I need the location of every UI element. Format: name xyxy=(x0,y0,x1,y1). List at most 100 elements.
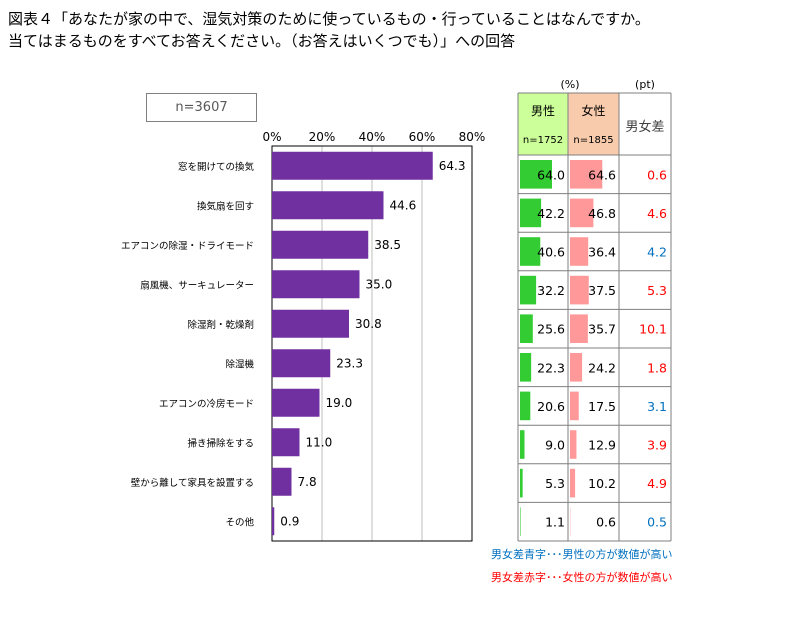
x-tick-label: 0% xyxy=(262,130,281,144)
female-bar xyxy=(570,314,588,343)
bar xyxy=(272,191,384,220)
female-value: 24.2 xyxy=(588,360,616,375)
diff-value: 0.5 xyxy=(647,515,667,530)
male-value: 25.6 xyxy=(537,322,565,337)
male-bar xyxy=(520,237,541,266)
diff-value: 4.9 xyxy=(647,476,667,491)
female-value: 17.5 xyxy=(588,399,616,414)
female-value: 46.8 xyxy=(588,206,616,221)
male-value: 9.0 xyxy=(545,438,565,453)
female-bar xyxy=(570,160,603,189)
female-bar xyxy=(570,275,589,305)
male-header: 男性 xyxy=(531,104,555,118)
female-header-bg xyxy=(568,93,619,155)
bar-value-label: 64.3 xyxy=(439,159,466,173)
male-bar xyxy=(520,314,533,343)
bar xyxy=(272,467,292,496)
male-bar xyxy=(520,353,532,382)
sample-size-box: n=3607 xyxy=(146,93,257,122)
category-label: 扇風機、サーキュレーター xyxy=(140,279,254,291)
male-value: 20.6 xyxy=(537,399,565,414)
legend-note-red: 男女差赤字･･･女性の方が数値が高い xyxy=(491,571,673,584)
female-bar xyxy=(570,468,576,498)
female-n: n=1855 xyxy=(573,135,613,146)
female-bar xyxy=(570,430,577,459)
bar xyxy=(272,270,360,299)
bar xyxy=(272,230,369,259)
bar xyxy=(272,309,349,338)
plot-frame xyxy=(271,145,473,542)
female-value: 35.7 xyxy=(588,322,616,337)
bar-value-label: 35.0 xyxy=(366,277,393,291)
bar xyxy=(272,349,331,378)
bar xyxy=(272,428,300,457)
female-value: 64.6 xyxy=(588,167,616,182)
bar xyxy=(272,151,433,180)
male-value: 32.2 xyxy=(537,283,565,298)
diff-value: 5.3 xyxy=(647,283,667,298)
female-value: 37.5 xyxy=(588,283,616,298)
bar-value-label: 38.5 xyxy=(374,238,401,252)
unit-points: (pt) xyxy=(635,78,655,91)
male-bar xyxy=(520,430,525,459)
bar-value-label: 0.9 xyxy=(280,514,299,528)
male-bar xyxy=(520,275,537,305)
diff-value: 4.2 xyxy=(647,245,667,260)
male-value: 1.1 xyxy=(545,515,565,530)
category-label: エアコンの除湿・ドライモード xyxy=(121,240,254,252)
male-bar xyxy=(520,198,542,228)
diff-value: 10.1 xyxy=(639,322,667,337)
female-bar xyxy=(570,353,583,382)
bar-value-label: 19.0 xyxy=(326,396,353,410)
male-value: 42.2 xyxy=(537,206,565,221)
bar-value-label: 44.6 xyxy=(390,198,417,212)
x-tick-label: 20% xyxy=(309,130,336,144)
female-value: 0.6 xyxy=(596,515,616,530)
male-bar xyxy=(520,468,523,498)
category-label: その他 xyxy=(225,516,254,528)
category-label: 除湿機 xyxy=(225,358,254,370)
diff-value: 0.6 xyxy=(647,167,667,182)
x-tick-label: 80% xyxy=(459,130,486,144)
male-n: n=1752 xyxy=(523,135,563,146)
male-bar xyxy=(520,160,552,189)
male-bar xyxy=(520,391,531,421)
x-tick-label: 60% xyxy=(409,130,436,144)
male-header-bg xyxy=(518,93,568,155)
diff-value: 3.1 xyxy=(647,399,667,414)
female-header: 女性 xyxy=(581,103,605,118)
bar-value-label: 30.8 xyxy=(355,317,382,331)
bar-value-label: 11.0 xyxy=(306,435,333,449)
x-tick-label: 40% xyxy=(359,130,386,144)
bar xyxy=(272,388,320,417)
legend-note-blue: 男女差青字･･･男性の方が数値が高い xyxy=(491,548,673,561)
female-value: 12.9 xyxy=(588,438,616,453)
male-bar xyxy=(520,507,521,536)
diff-value: 3.9 xyxy=(647,438,667,453)
female-value: 36.4 xyxy=(588,245,616,260)
figure-title-line2: 当てはまるものをすべてお答えください。（お答えはいくつでも）」への回答 xyxy=(8,32,516,50)
bar-value-label: 7.8 xyxy=(298,475,317,489)
category-label: 換気扇を回す xyxy=(197,200,254,212)
bar xyxy=(272,507,275,536)
category-label: 掃き掃除をする xyxy=(187,437,254,449)
male-value: 40.6 xyxy=(537,245,565,260)
male-value: 5.3 xyxy=(545,476,565,491)
female-value: 10.2 xyxy=(588,476,616,491)
female-bar xyxy=(570,391,579,421)
category-label: 除湿剤・乾燥剤 xyxy=(187,319,254,331)
male-value: 22.3 xyxy=(537,360,565,375)
diff-value: 1.8 xyxy=(647,360,667,375)
male-value: 64.0 xyxy=(537,167,565,182)
bar-value-label: 23.3 xyxy=(336,356,363,370)
female-bar xyxy=(570,198,594,228)
category-label: 窓を開けての換気 xyxy=(178,161,255,173)
diff-header: 男女差 xyxy=(625,119,664,135)
unit-percent: (%) xyxy=(560,78,579,91)
figure-title-line1: 図表４「あなたが家の中で、湿気対策のために使っているもの・行っていることはなんで… xyxy=(8,10,650,28)
category-label: エアコンの冷房モード xyxy=(159,398,254,410)
female-bar xyxy=(570,237,589,266)
diff-value: 4.6 xyxy=(647,206,667,221)
category-label: 壁から離して家具を設置する xyxy=(131,477,254,489)
